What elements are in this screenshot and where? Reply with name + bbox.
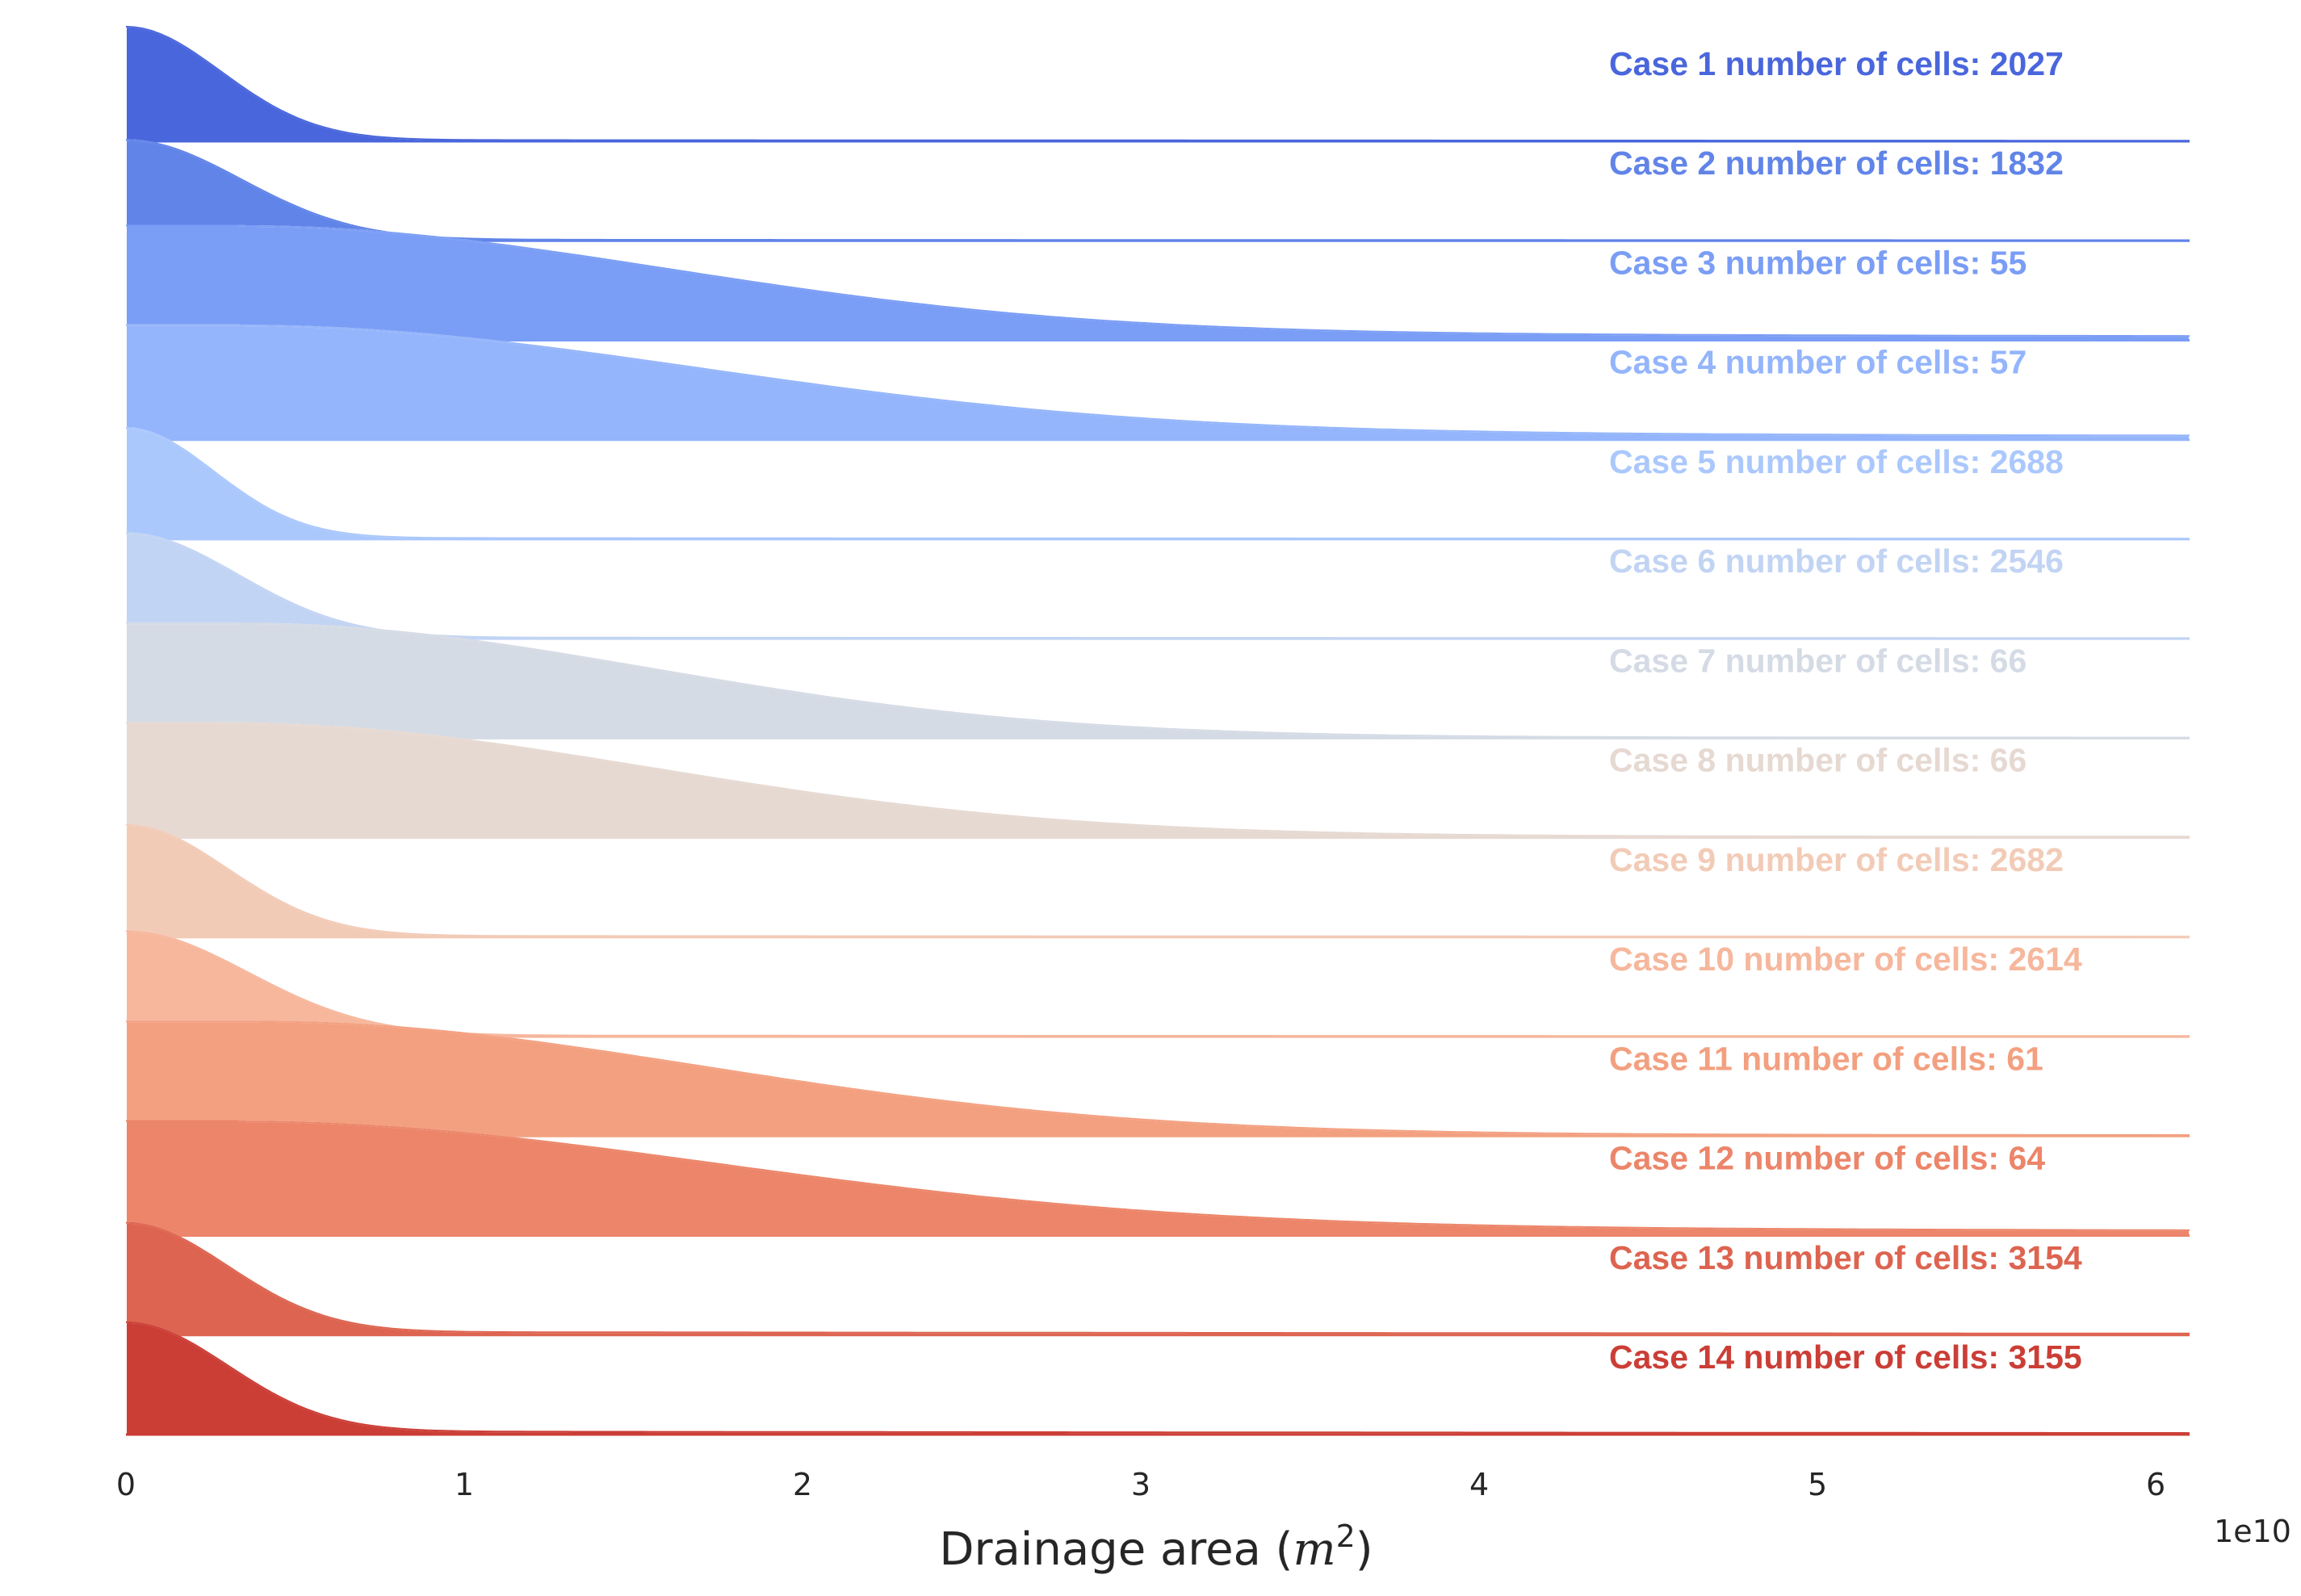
x-tick-label: 5 [1808,1467,1827,1502]
case-label-2: Case 2 number of cells: 1832 [1609,145,2064,182]
x-offset-label: 1e10 [2214,1514,2291,1549]
case-label-6: Case 6 number of cells: 2546 [1609,542,2064,580]
case-label-14: Case 14 number of cells: 3155 [1609,1338,2082,1376]
case-label-13: Case 13 number of cells: 3154 [1609,1239,2082,1276]
x-tick-label: 2 [793,1467,812,1502]
ridge-outline-case-11 [126,1020,2190,1136]
ridge-outline-case-4 [126,324,2190,437]
case-label-9: Case 9 number of cells: 2682 [1609,841,2064,878]
case-label-11: Case 11 number of cells: 61 [1609,1040,2043,1077]
ridge-case-1 [125,25,2190,142]
case-label-5: Case 5 number of cells: 2688 [1609,443,2064,480]
case-label-8: Case 8 number of cells: 66 [1609,742,2026,779]
x-tick-label: 0 [116,1467,136,1502]
x-tick-labels-group: 0 1 2 3 4 5 6 [116,1467,2165,1502]
x-tick-label: 4 [1469,1467,1489,1502]
ridge-case-7 [125,622,2190,739]
ridge-outline-case-3 [126,224,2190,337]
ridge-case-8 [125,722,2190,839]
case-label-7: Case 7 number of cells: 66 [1609,642,2026,679]
ridge-outline-case-8 [126,722,2190,838]
ridges-group [125,25,2190,1436]
x-axis-title-exponent: 2 [1336,1519,1356,1554]
case-label-1: Case 1 number of cells: 2027 [1609,45,2064,82]
ridge-outline-case-1 [125,26,2190,142]
case-label-12: Case 12 number of cells: 64 [1609,1140,2045,1177]
ridge-case-11 [125,1020,2190,1137]
x-tick-label: 1 [455,1467,474,1502]
case-labels-group: Case 1 number of cells: 2027 Case 2 numbe… [1609,45,2082,1376]
x-axis-title: Drainage area (m2) [939,1519,1373,1576]
x-axis-title-prefix: Drainage area ( [939,1523,1293,1576]
x-tick-label: 3 [1131,1467,1150,1502]
x-tick-label: 6 [2146,1467,2165,1502]
x-axis-title-suffix: ) [1356,1523,1373,1576]
case-label-3: Case 3 number of cells: 55 [1609,245,2026,282]
ridge-case-4 [125,324,2190,441]
ridge-outline-case-14 [125,1321,2190,1435]
case-label-4: Case 4 number of cells: 57 [1609,344,2026,381]
ridge-outline-case-12 [126,1120,2190,1231]
ridge-case-12 [125,1120,2190,1237]
x-axis-title-math: m [1293,1523,1336,1576]
ridge-outline-case-13 [125,1221,2190,1334]
case-label-10: Case 10 number of cells: 2614 [1609,940,2082,978]
